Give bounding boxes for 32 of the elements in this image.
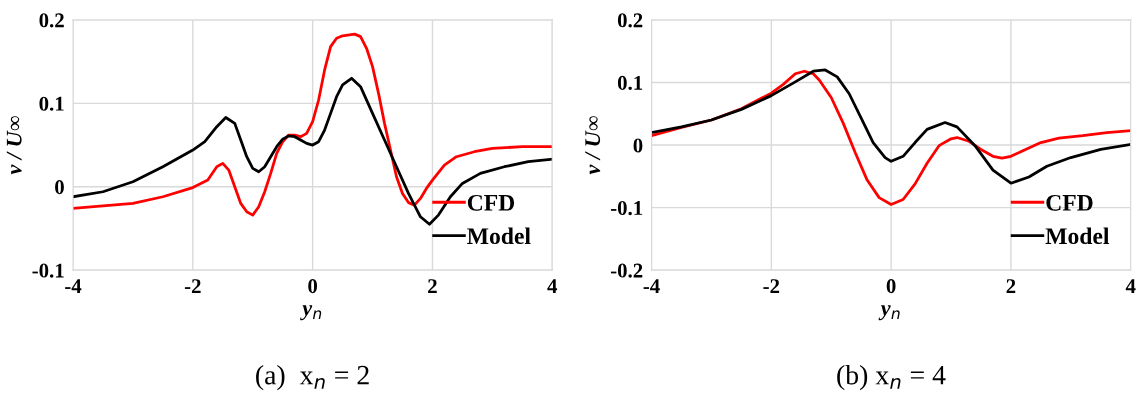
x-tick-label: -4 — [65, 279, 82, 293]
legend-label: CFD — [467, 194, 515, 211]
y-axis-title: v / U∞ — [585, 116, 601, 175]
x-axis-title: y$_{n}$ — [878, 305, 900, 321]
y-tick-label: 0 — [55, 180, 64, 195]
legend-label: Model — [467, 227, 531, 245]
legend-label: Model — [1045, 227, 1110, 245]
x-tick-label: -2 — [184, 279, 201, 293]
x-tick-label: 0 — [308, 279, 318, 294]
y-tick-label: 0.2 — [39, 13, 64, 28]
y-tick-label: 0 — [633, 138, 643, 153]
y-tick-label: 0.2 — [617, 13, 643, 28]
x-tick-label: -2 — [763, 279, 780, 293]
line-series — [651, 68, 1131, 185]
x-tick-label: 4 — [1125, 279, 1136, 293]
text: (b) x$_{n}$ = 4 — [837, 364, 946, 391]
x-tick-label: 2 — [428, 279, 437, 293]
y-tick-label: -0.1 — [610, 200, 643, 216]
y-tick-label: -0.2 — [610, 263, 643, 278]
y-tick-label: 0.1 — [39, 96, 64, 111]
x-axis-title: y$_{n}$ — [300, 305, 322, 321]
x-tick-label: 4 — [547, 279, 558, 293]
x-tick-label: 2 — [1006, 279, 1016, 293]
legend-label: CFD — [1046, 194, 1093, 211]
y-tick-label: -0.1 — [32, 263, 64, 278]
line-series — [73, 76, 553, 226]
line-series — [73, 32, 553, 217]
text: (a) x$_{n}$ = 2 — [256, 364, 369, 391]
y-tick-label: 0.1 — [617, 75, 643, 91]
x-tick-label: 0 — [886, 279, 896, 294]
x-tick-label: -4 — [643, 279, 660, 293]
y-axis-title: v / U∞ — [6, 116, 22, 175]
